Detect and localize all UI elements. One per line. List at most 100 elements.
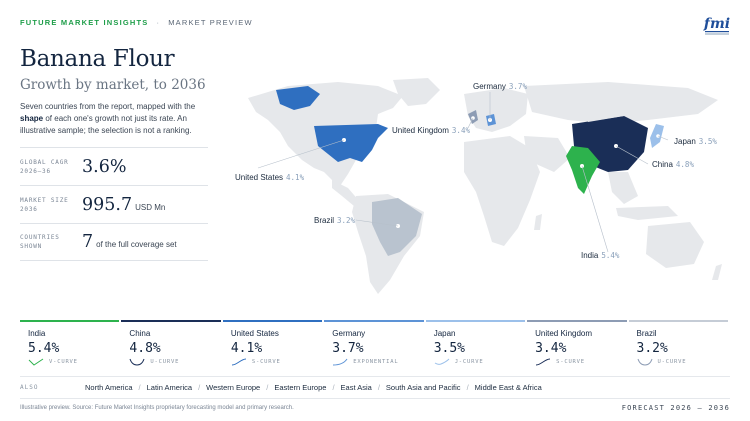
card-value: 4.1% bbox=[230, 341, 263, 356]
s-curve-icon bbox=[536, 358, 551, 366]
card-united-states[interactable]: United States 4.1% S-CURVE bbox=[222, 320, 324, 370]
also-regions: ALSO North America / Latin America / Weste… bbox=[20, 383, 542, 392]
header-bar: FUTURE MARKET INSIGHTS · MARKET PREVIEW bbox=[20, 18, 253, 27]
logo-text: fmi bbox=[703, 16, 730, 32]
card-name: India bbox=[28, 329, 46, 338]
s-curve-icon bbox=[231, 358, 246, 366]
source-note: Illustrative preview. Source: Future Mar… bbox=[20, 405, 294, 411]
stat-global-cagr: GLOBAL CAGR 2026–36 3.6% bbox=[20, 147, 208, 185]
land-europe bbox=[464, 88, 528, 132]
page-subtitle: Growth by market, to 2036 bbox=[20, 77, 206, 93]
map-label-india: India 5.4% bbox=[581, 251, 620, 260]
card-united-kingdom[interactable]: United Kingdom 3.4% S-CURVE bbox=[527, 320, 628, 370]
stat-value: 7 bbox=[82, 232, 94, 252]
leader-united-kingdom bbox=[467, 117, 474, 129]
card-shape: J-CURVE bbox=[434, 358, 519, 366]
card-value: 5.4% bbox=[28, 341, 60, 356]
country-united-states bbox=[314, 124, 388, 162]
land-central-america bbox=[332, 180, 360, 206]
map-label-japan: Japan 3.5% bbox=[674, 137, 717, 146]
card-japan[interactable]: Japan 3.5% J-CURVE bbox=[425, 320, 527, 370]
card-value: 3.5% bbox=[433, 341, 465, 356]
stat-label: GLOBAL CAGR 2026–36 bbox=[20, 158, 69, 175]
land-mongolia bbox=[584, 110, 624, 122]
stat-market-size: MARKET SIZE 2036 995.7 USD Mn bbox=[20, 185, 208, 223]
region-link-middle-east-africa[interactable]: Middle East & Africa bbox=[474, 383, 542, 392]
stats-panel: GLOBAL CAGR 2026–36 3.6% MARKET SIZE 2036 … bbox=[20, 147, 208, 261]
land-north-asia bbox=[524, 82, 718, 124]
map-label-united-states: United States 4.1% bbox=[235, 173, 305, 182]
card-china[interactable]: China 4.8% U-CURVE bbox=[121, 320, 222, 370]
page-title: Banana Flour bbox=[20, 46, 175, 72]
card-value: 3.2% bbox=[636, 341, 668, 356]
stat-unit: USD Mn bbox=[135, 202, 166, 212]
card-germany[interactable]: Germany 3.7% EXPONENTIAL bbox=[324, 320, 425, 370]
world-map: Germany 3.7% United Kingdom 3.4% Japan 3.5%… bbox=[228, 76, 728, 304]
card-shape: EXPONENTIAL bbox=[332, 358, 417, 366]
stat-value: 3.6% bbox=[82, 156, 127, 177]
leader-china bbox=[615, 145, 649, 165]
forecast-period: FORECAST 2026 – 2036 bbox=[621, 404, 730, 412]
header-separator: · bbox=[156, 18, 161, 27]
fmi-logo[interactable]: fmi bbox=[702, 13, 732, 37]
card-value: 3.4% bbox=[535, 341, 567, 356]
land-australia bbox=[646, 222, 704, 268]
map-label-united-kingdom: United Kingdom 3.4% bbox=[392, 126, 470, 135]
map-label-china: China 4.8% bbox=[652, 160, 694, 169]
card-shape: V-CURVE bbox=[28, 358, 113, 366]
stat-countries-shown: COUNTRIES SHOWN 7 of the full coverage set bbox=[20, 223, 208, 261]
card-name: China bbox=[129, 329, 151, 338]
card-name: United Kingdom bbox=[535, 329, 593, 338]
preview-label: MARKET PREVIEW bbox=[168, 18, 253, 27]
region-link-east-asia[interactable]: East Asia bbox=[340, 383, 372, 392]
country-us-alaska bbox=[276, 86, 320, 110]
leader-united-states bbox=[257, 139, 345, 169]
region-link-north-america[interactable]: North America bbox=[85, 383, 133, 392]
land-new-zealand bbox=[712, 264, 722, 280]
card-name: Brazil bbox=[636, 329, 657, 338]
card-color-bar bbox=[425, 320, 526, 322]
card-color-bar bbox=[222, 320, 323, 322]
card-color-bar bbox=[628, 320, 728, 322]
country-cards: India 5.4% V-CURVE China 4.8% U-CURVE Un… bbox=[20, 320, 730, 370]
j-curve-icon bbox=[434, 358, 450, 365]
region-link-eastern-europe[interactable]: Eastern Europe bbox=[274, 383, 327, 392]
description: Seven countries from the report, mapped … bbox=[20, 102, 196, 135]
region-link-latin-america[interactable]: Latin America bbox=[146, 383, 193, 392]
exponential-curve-icon bbox=[333, 358, 348, 366]
card-shape: U-CURVE bbox=[129, 358, 214, 366]
map-label-germany: Germany 3.7% bbox=[473, 82, 527, 91]
card-name: Germany bbox=[332, 329, 366, 338]
footer-divider bbox=[20, 398, 730, 399]
card-name: United States bbox=[230, 329, 279, 338]
leader-brazil bbox=[355, 219, 399, 227]
card-value: 3.7% bbox=[332, 341, 364, 356]
leader-japan bbox=[657, 135, 669, 141]
brand-name: FUTURE MARKET INSIGHTS bbox=[20, 18, 149, 27]
u-curve-icon bbox=[129, 358, 145, 366]
also-divider bbox=[20, 376, 730, 377]
stat-value: 995.7 bbox=[82, 194, 133, 215]
card-color-bar bbox=[20, 320, 120, 322]
land-indonesia bbox=[616, 206, 678, 220]
stat-label: MARKET SIZE 2036 bbox=[20, 196, 69, 213]
card-shape: U-CURVE bbox=[637, 358, 722, 366]
region-link-south-asia-pacific[interactable]: South Asia and Pacific bbox=[385, 383, 461, 392]
region-link-western-europe[interactable]: Western Europe bbox=[206, 383, 261, 392]
card-name: Japan bbox=[433, 329, 456, 338]
card-brazil[interactable]: Brazil 3.2% U-CURVE bbox=[628, 320, 730, 370]
v-curve-icon bbox=[28, 358, 44, 366]
card-color-bar bbox=[324, 320, 424, 322]
land-madagascar bbox=[534, 214, 542, 230]
land-africa bbox=[464, 136, 540, 246]
card-color-bar bbox=[527, 320, 627, 322]
card-value: 4.8% bbox=[129, 341, 161, 356]
land-greenland bbox=[393, 78, 440, 106]
u-curve-icon bbox=[637, 358, 653, 366]
land-middle-east bbox=[524, 136, 570, 172]
stat-unit: of the full coverage set bbox=[96, 240, 177, 249]
card-india[interactable]: India 5.4% V-CURVE bbox=[20, 320, 121, 370]
map-label-brazil: Brazil 3.2% bbox=[314, 216, 356, 225]
land-southeast-asia bbox=[608, 172, 638, 204]
leader-india bbox=[581, 165, 609, 253]
